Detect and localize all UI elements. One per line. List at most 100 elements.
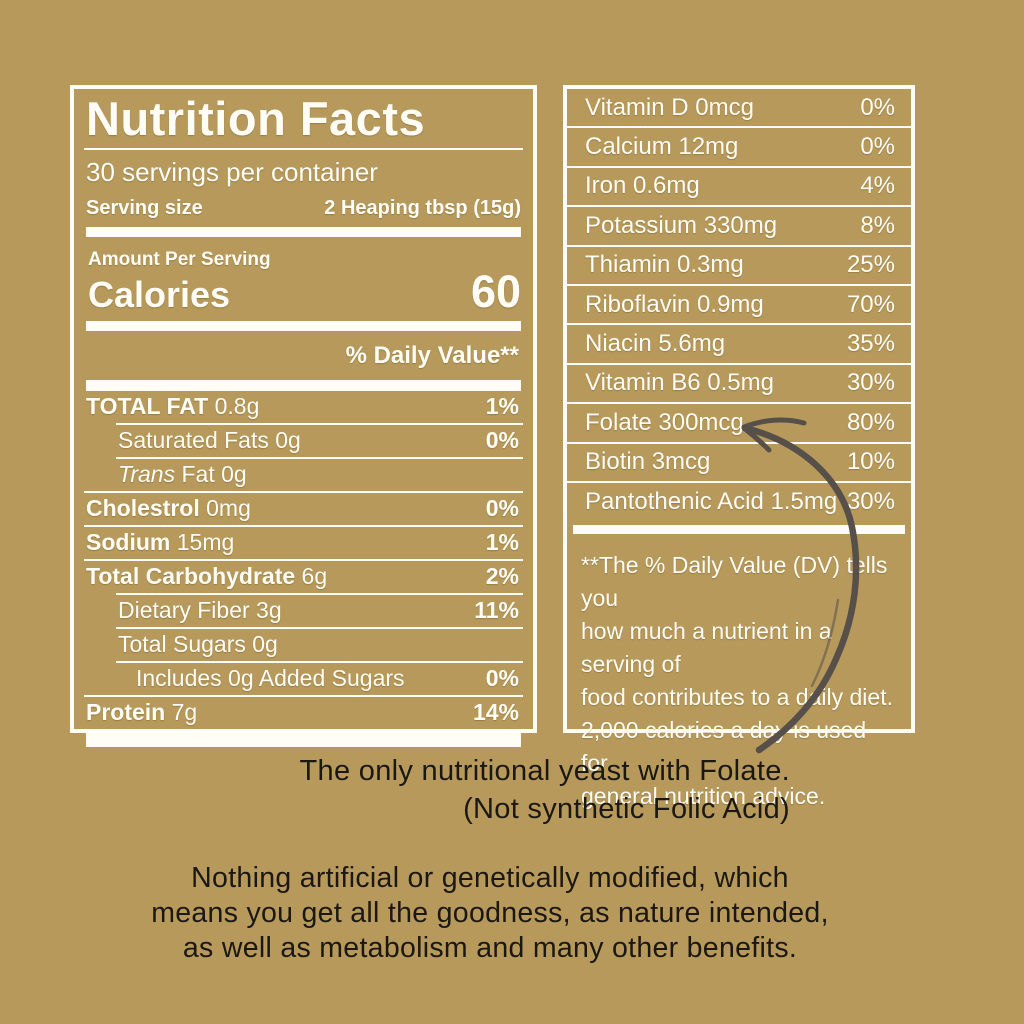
nutrient-label: Cholestrol 0mg [86,495,251,522]
vitamin-row: Calcium 12mg 0% [567,128,911,165]
vitamin-label: Calcium 12mg [585,133,739,161]
divider [84,147,523,150]
amount-per-serving-label: Amount Per Serving [88,248,271,270]
vitamin-label: Riboflavin 0.9mg [585,290,764,318]
divider [567,402,911,405]
calories-value: 60 [470,265,521,317]
vitamin-rows: Vitamin D 0mcg 0% Calcium 12mg 0% Iron 0.6mg… [567,89,911,520]
vitamin-row: Niacin 5.6mg 35% [567,325,911,362]
nutrient-label: Includes 0g Added Sugars [136,665,405,692]
vitamin-label: Potassium 330mg [585,211,778,239]
vitamin-daily-value: 30% [846,487,895,515]
nutrient-row: TOTAL FAT 0.8g 1% [84,391,523,423]
vitamin-label: Vitamin D 0mcg [585,93,754,121]
caption-line: The only nutritional yeast with Folate. [299,755,790,787]
nutrient-row: Saturated Fats 0g 0% [84,425,523,457]
divider [116,626,523,629]
calories-label: Calories [88,273,231,315]
vitamin-daily-value: 8% [860,211,895,239]
footnote-line: food contributes to a daily diet. [581,684,893,711]
folate-caption: The only nutritional yeast with Folate. (… [300,753,790,828]
nutrient-row: Protein 7g 14% [84,697,523,729]
vitamin-row: Thiamin 0.3mg 25% [567,247,911,284]
divider [567,165,911,168]
vitamin-daily-value: 0% [860,93,895,121]
vitamin-daily-value: 30% [846,369,895,397]
body-text-line: means you get all the goodness, as natur… [151,897,829,929]
nutrient-row: Total Sugars 0g [84,629,523,661]
calories-row: Calories 60 [88,265,521,317]
nutrient-row: Trans Fat 0g [84,459,523,491]
nutrient-label: Trans Fat 0g [118,461,247,488]
nutrient-daily-value: 0% [485,495,519,522]
nutrient-row: Sodium 15mg 1% [84,527,523,559]
divider [567,205,911,208]
vitamins-panel: Vitamin D 0mcg 0% Calcium 12mg 0% Iron 0.6mg… [563,85,915,809]
nutrient-row: Dietary Fiber 3g 11% [84,595,523,627]
vitamin-label: Pantothenic Acid 1.5mg [585,487,838,515]
vitamin-row: Vitamin B6 0.5mg 30% [567,365,911,402]
nutrient-label: TOTAL FAT 0.8g [86,393,260,420]
divider [567,283,911,286]
divider [116,592,523,595]
vitamin-daily-value: 10% [846,448,895,476]
vitamin-row: Pantothenic Acid 1.5mg 30% [567,483,911,520]
servings-per-container: 30 servings per container [86,156,378,187]
vitamin-row: Folate 300mcg 80% [567,404,911,441]
body-text-line: Nothing artificial or genetically modifi… [191,862,789,894]
nutrient-label: Sodium 15mg [86,529,235,556]
divider [84,558,523,561]
vitamin-label: Biotin 3mcg [585,448,711,476]
divider [567,362,911,365]
divider [116,422,523,425]
vitamin-label: Vitamin B6 0.5mg [585,369,774,397]
divider [84,490,523,493]
divider [84,524,523,527]
serving-size-value: 2 Heaping tbsp (15g) [324,196,521,219]
nutrient-daily-value: 1% [485,529,519,556]
serving-size-label: Serving size [86,196,203,219]
divider [116,660,523,663]
vitamin-row: Biotin 3mcg 10% [567,444,911,481]
nutrient-row: Includes 0g Added Sugars 0% [84,663,523,695]
nutrient-label: Saturated Fats 0g [118,427,301,454]
serving-size-row: Serving size 2 Heaping tbsp (15g) [86,197,521,220]
nutrient-daily-value: 0% [485,427,519,454]
divider-bar [573,525,905,535]
divider [84,694,523,697]
vitamin-daily-value: 25% [846,251,895,279]
divider [567,244,911,247]
nutrient-label: Dietary Fiber 3g [118,597,282,624]
vitamin-daily-value: 0% [860,133,895,161]
nutrition-facts-title: Nutrition Facts [86,92,426,145]
daily-value-header: % Daily Value** [345,341,519,369]
vitamin-daily-value: 35% [846,330,895,358]
nutrient-daily-value: 14% [472,699,519,726]
divider [567,323,911,326]
nutrient-daily-value: 0% [485,665,519,692]
vitamin-row: Riboflavin 0.9mg 70% [567,286,911,323]
caption-line: (Not synthetic Folic Acid) [463,792,790,825]
nutrient-row: Total Carbohydrate 6g 2% [84,561,523,593]
vitamin-row: Vitamin D 0mcg 0% [567,89,911,126]
footnote-line: general nutrition advice. [581,783,826,810]
divider [567,480,911,483]
nutrient-daily-value: 11% [474,597,519,624]
vitamin-label: Iron 0.6mg [585,172,700,200]
divider-bar [86,320,521,331]
vitamin-row: Iron 0.6mg 4% [567,168,911,205]
divider-bar [86,732,521,747]
nutrient-daily-value: 2% [485,563,519,590]
vitamin-daily-value: 4% [860,172,895,200]
vitamin-label: Folate 300mcg [585,408,744,436]
footnote-line: **The % Daily Value (DV) tells you [581,552,888,612]
nutrient-label: Protein 7g [86,699,198,726]
body-text-line: as well as metabolism and many other ben… [182,932,798,964]
vitamin-label: Niacin 5.6mg [585,330,726,358]
marketing-text: Nothing artificial or genetically modifi… [62,861,918,966]
nutrient-rows: TOTAL FAT 0.8g 1% Saturated Fats 0g 0% Trans… [84,391,523,729]
divider [567,126,911,129]
nutrient-daily-value: 1% [485,393,519,420]
divider-bar [86,379,521,391]
